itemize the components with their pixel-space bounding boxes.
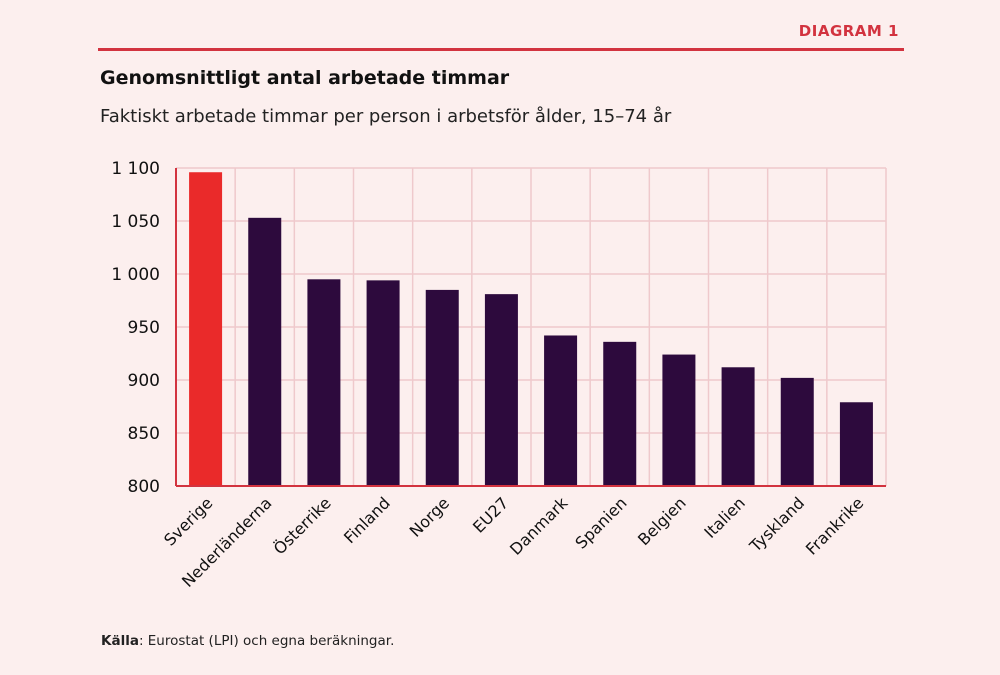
x-tick-label: Sverige [160,493,216,549]
bar-danmark [544,335,578,486]
bar-norge [425,289,459,486]
y-tick-label: 1 100 [111,159,160,179]
y-tick-label: 900 [128,371,160,391]
chart-subtitle: Faktiskt arbetade timmar per person i ar… [100,106,672,127]
x-tick-label: Tyskland [745,493,808,556]
bar-finland [366,280,400,486]
bar-nederländerna [248,217,282,486]
x-tick-label: Finland [340,493,394,547]
source-text: : Eurostat (LPI) och egna beräkningar. [138,633,395,649]
y-tick-labels: 800 850 900 950 1 000 1 050 1 100 [111,159,160,497]
y-tick-label: 1 000 [111,265,160,285]
x-tick-label: Frankrike [802,493,867,558]
source-label: Källa [101,633,139,649]
y-tick-label: 1 050 [111,212,160,232]
bars [189,172,873,487]
x-tick-label: Italien [700,493,749,542]
bar-tyskland [780,377,814,486]
bar-spanien [603,341,637,486]
bar-österrike [307,279,341,486]
bar-belgien [662,354,696,486]
chart-title: Genomsnittligt antal arbetade timmar [100,67,510,89]
axes [175,168,886,487]
y-tick-label: 800 [128,477,160,497]
y-tick-label: 950 [128,318,160,338]
diagram-tag: DIAGRAM 1 [798,22,899,40]
x-tick-label: Spanien [571,493,630,552]
x-tick-label: Österrike [270,493,335,558]
bar-italien [721,367,755,486]
source-note: Källa: Eurostat (LPI) och egna beräkning… [101,633,394,649]
bar-eu27 [484,294,518,486]
x-tick-label: Norge [406,493,453,540]
x-tick-label: Danmark [506,493,572,559]
x-tick-label: EU27 [469,493,512,536]
grid-lines [176,167,887,486]
bar-frankrike [839,402,873,486]
bar-sverige [189,172,223,487]
x-tick-label: Belgien [634,493,690,549]
header-rule [98,48,904,51]
y-tick-label: 850 [128,424,160,444]
